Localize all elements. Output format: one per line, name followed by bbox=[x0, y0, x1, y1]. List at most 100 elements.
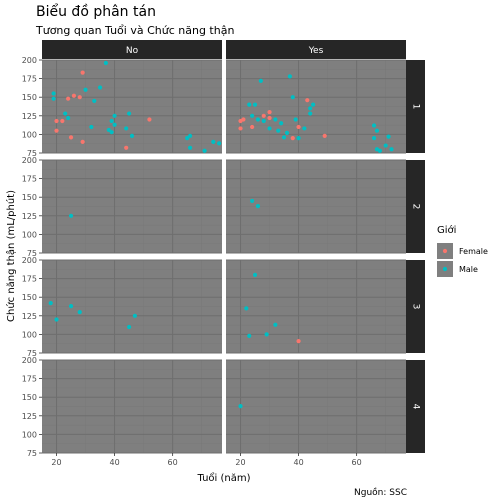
y-tick-label: 100 bbox=[22, 430, 37, 439]
point-male bbox=[103, 60, 108, 66]
point-male bbox=[216, 141, 222, 146]
facet-strip-row-2 bbox=[406, 160, 425, 253]
point-male bbox=[54, 317, 59, 322]
point-female bbox=[54, 118, 59, 124]
point-male bbox=[63, 111, 68, 116]
point-male bbox=[308, 106, 313, 111]
point-female bbox=[77, 95, 82, 100]
point-male bbox=[185, 136, 190, 141]
x-tick-label: 40 bbox=[293, 458, 303, 467]
facet-strip-row-3 bbox=[406, 260, 425, 353]
facet-strip-row-1 bbox=[406, 60, 425, 153]
point-male bbox=[386, 134, 391, 139]
y-tick-label: 125 bbox=[22, 412, 37, 421]
point-male bbox=[310, 102, 316, 107]
point-male bbox=[258, 78, 263, 83]
y-tick-label: 150 bbox=[22, 193, 37, 202]
facet-strip-no bbox=[42, 40, 222, 59]
y-tick-label: 175 bbox=[22, 275, 37, 284]
y-tick-label: 100 bbox=[22, 230, 37, 239]
point-male bbox=[255, 204, 261, 209]
y-tick-label: 75 bbox=[27, 149, 37, 158]
y-tick-label: 200 bbox=[22, 56, 37, 65]
point-male bbox=[126, 324, 132, 330]
point-male bbox=[51, 91, 56, 96]
facet-strip-label: Yes bbox=[308, 46, 324, 56]
y-tick-label: 100 bbox=[22, 130, 37, 139]
point-female bbox=[60, 118, 65, 124]
point-male bbox=[247, 333, 252, 338]
point-male bbox=[106, 127, 111, 133]
point-female bbox=[267, 109, 272, 115]
y-tick-label: 175 bbox=[22, 375, 37, 384]
point-female bbox=[267, 115, 272, 121]
point-male bbox=[264, 332, 269, 337]
point-male bbox=[89, 124, 94, 130]
point-male bbox=[202, 148, 207, 153]
y-axis-title: Chức năng thận (mL/phút) bbox=[5, 190, 17, 322]
point-male bbox=[296, 136, 301, 141]
facet-strip-row-label: 4 bbox=[411, 404, 421, 410]
point-male bbox=[276, 128, 281, 133]
point-female bbox=[68, 135, 74, 140]
point-male bbox=[261, 118, 266, 124]
point-male bbox=[308, 111, 313, 116]
point-female bbox=[250, 124, 255, 130]
x-axis-title: Tuổi (năm) bbox=[196, 471, 250, 484]
point-female bbox=[71, 93, 77, 98]
point-male bbox=[279, 121, 284, 126]
y-tick-label: 75 bbox=[27, 449, 37, 458]
point-male bbox=[68, 213, 74, 218]
point-female bbox=[296, 338, 301, 344]
point-male bbox=[244, 306, 249, 311]
y-tick-label: 150 bbox=[22, 393, 37, 402]
point-male bbox=[51, 96, 56, 101]
point-male bbox=[377, 148, 382, 153]
legend-marker-female bbox=[442, 248, 448, 254]
x-tick-label: 20 bbox=[235, 458, 245, 467]
y-tick-label: 175 bbox=[22, 75, 37, 84]
point-female bbox=[290, 136, 295, 141]
point-female bbox=[238, 126, 243, 131]
point-female bbox=[261, 113, 266, 118]
point-male bbox=[109, 118, 114, 124]
chart-title: Biểu đồ phân tán bbox=[36, 4, 156, 20]
facet-strip-row-label: 1 bbox=[411, 104, 421, 110]
chart-caption: Nguồn: SSC bbox=[354, 488, 407, 498]
point-male bbox=[83, 87, 88, 92]
point-male bbox=[302, 126, 307, 131]
point-male bbox=[383, 143, 388, 148]
legend-label: Female bbox=[459, 247, 488, 256]
x-tick-label: 60 bbox=[352, 458, 362, 467]
point-male bbox=[247, 102, 252, 107]
point-male bbox=[371, 123, 377, 128]
y-tick-label: 75 bbox=[27, 349, 37, 358]
facet-strip-row-label: 3 bbox=[411, 304, 421, 310]
y-tick-label: 150 bbox=[22, 293, 37, 302]
y-tick-label: 150 bbox=[22, 93, 37, 102]
point-male bbox=[250, 113, 255, 118]
legend-title: Giới bbox=[437, 224, 456, 236]
point-male bbox=[66, 115, 71, 121]
point-female bbox=[80, 70, 85, 75]
point-male bbox=[187, 133, 193, 138]
point-male bbox=[252, 272, 258, 277]
point-female bbox=[80, 139, 85, 144]
point-male bbox=[132, 313, 138, 318]
point-male bbox=[290, 95, 295, 100]
point-male bbox=[109, 130, 114, 135]
point-male bbox=[252, 102, 258, 107]
point-male bbox=[77, 309, 82, 315]
point-female bbox=[54, 128, 59, 133]
point-male bbox=[281, 135, 287, 140]
point-male bbox=[389, 147, 394, 152]
point-male bbox=[48, 301, 53, 306]
y-tick-label: 75 bbox=[27, 249, 37, 258]
y-tick-label: 125 bbox=[22, 312, 37, 321]
y-tick-label: 200 bbox=[22, 156, 37, 165]
point-female bbox=[124, 145, 129, 150]
point-male bbox=[267, 126, 272, 131]
facet-strip-yes bbox=[226, 40, 406, 59]
y-tick-label: 125 bbox=[22, 212, 37, 221]
point-male bbox=[374, 128, 380, 133]
